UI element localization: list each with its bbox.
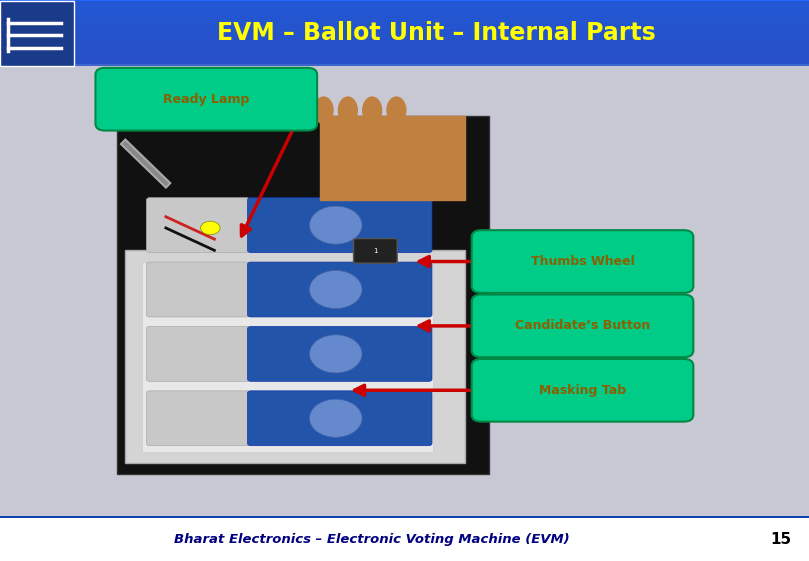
- Text: Masking Tab: Masking Tab: [539, 384, 626, 397]
- Text: Thumbs Wheel: Thumbs Wheel: [531, 255, 634, 268]
- FancyBboxPatch shape: [0, 35, 809, 36]
- FancyBboxPatch shape: [0, 29, 809, 30]
- FancyBboxPatch shape: [0, 8, 809, 10]
- Ellipse shape: [309, 335, 362, 373]
- FancyBboxPatch shape: [354, 238, 397, 263]
- FancyBboxPatch shape: [0, 48, 809, 49]
- FancyBboxPatch shape: [248, 197, 432, 252]
- FancyBboxPatch shape: [472, 295, 693, 357]
- Ellipse shape: [386, 96, 406, 125]
- FancyBboxPatch shape: [0, 22, 809, 24]
- FancyBboxPatch shape: [0, 27, 809, 29]
- FancyBboxPatch shape: [0, 45, 809, 47]
- FancyBboxPatch shape: [0, 16, 809, 17]
- Ellipse shape: [313, 96, 334, 125]
- FancyBboxPatch shape: [0, 11, 809, 12]
- FancyBboxPatch shape: [0, 53, 809, 54]
- FancyBboxPatch shape: [146, 327, 250, 381]
- FancyBboxPatch shape: [0, 14, 809, 16]
- Circle shape: [201, 221, 220, 234]
- Ellipse shape: [309, 206, 362, 244]
- Ellipse shape: [309, 270, 362, 309]
- FancyBboxPatch shape: [0, 3, 809, 4]
- FancyBboxPatch shape: [95, 68, 317, 131]
- FancyBboxPatch shape: [0, 12, 809, 14]
- FancyBboxPatch shape: [0, 47, 809, 48]
- FancyBboxPatch shape: [472, 359, 693, 422]
- FancyBboxPatch shape: [0, 49, 809, 51]
- FancyBboxPatch shape: [0, 36, 809, 38]
- FancyBboxPatch shape: [0, 1, 809, 66]
- Ellipse shape: [337, 96, 358, 125]
- FancyBboxPatch shape: [0, 43, 809, 45]
- FancyBboxPatch shape: [0, 24, 809, 25]
- FancyBboxPatch shape: [0, 56, 809, 58]
- FancyBboxPatch shape: [0, 1, 809, 3]
- Text: Candidate’s Button: Candidate’s Button: [515, 319, 650, 333]
- FancyBboxPatch shape: [0, 1, 74, 66]
- FancyBboxPatch shape: [0, 516, 809, 518]
- FancyBboxPatch shape: [248, 391, 432, 445]
- FancyBboxPatch shape: [146, 262, 250, 317]
- FancyBboxPatch shape: [0, 40, 809, 42]
- FancyBboxPatch shape: [0, 0, 809, 1]
- Ellipse shape: [309, 399, 362, 437]
- FancyBboxPatch shape: [0, 19, 809, 21]
- FancyBboxPatch shape: [0, 51, 809, 53]
- FancyBboxPatch shape: [0, 42, 809, 43]
- Text: Bharat Electronics – Electronic Voting Machine (EVM): Bharat Electronics – Electronic Voting M…: [174, 533, 570, 546]
- FancyBboxPatch shape: [125, 250, 465, 463]
- Text: 1: 1: [373, 248, 378, 254]
- FancyBboxPatch shape: [472, 230, 693, 293]
- FancyBboxPatch shape: [146, 391, 250, 445]
- FancyBboxPatch shape: [0, 61, 809, 62]
- FancyBboxPatch shape: [0, 517, 809, 561]
- FancyBboxPatch shape: [0, 4, 809, 6]
- Polygon shape: [320, 116, 465, 200]
- FancyBboxPatch shape: [0, 34, 809, 35]
- FancyBboxPatch shape: [0, 58, 809, 59]
- FancyBboxPatch shape: [0, 17, 809, 19]
- FancyBboxPatch shape: [0, 38, 809, 40]
- FancyBboxPatch shape: [248, 327, 432, 381]
- FancyBboxPatch shape: [146, 197, 250, 252]
- FancyBboxPatch shape: [0, 54, 809, 56]
- FancyBboxPatch shape: [0, 59, 809, 61]
- Text: EVM – Ballot Unit – Internal Parts: EVM – Ballot Unit – Internal Parts: [218, 21, 656, 45]
- FancyBboxPatch shape: [142, 261, 433, 452]
- FancyBboxPatch shape: [0, 21, 809, 22]
- FancyBboxPatch shape: [0, 30, 809, 32]
- Text: Ready Lamp: Ready Lamp: [163, 93, 249, 105]
- FancyBboxPatch shape: [0, 32, 809, 34]
- FancyBboxPatch shape: [0, 10, 809, 11]
- FancyBboxPatch shape: [117, 116, 489, 474]
- FancyBboxPatch shape: [0, 6, 809, 8]
- Ellipse shape: [362, 96, 382, 125]
- FancyBboxPatch shape: [248, 262, 432, 317]
- Text: 15: 15: [770, 532, 791, 547]
- FancyBboxPatch shape: [0, 25, 809, 27]
- FancyBboxPatch shape: [0, 62, 809, 64]
